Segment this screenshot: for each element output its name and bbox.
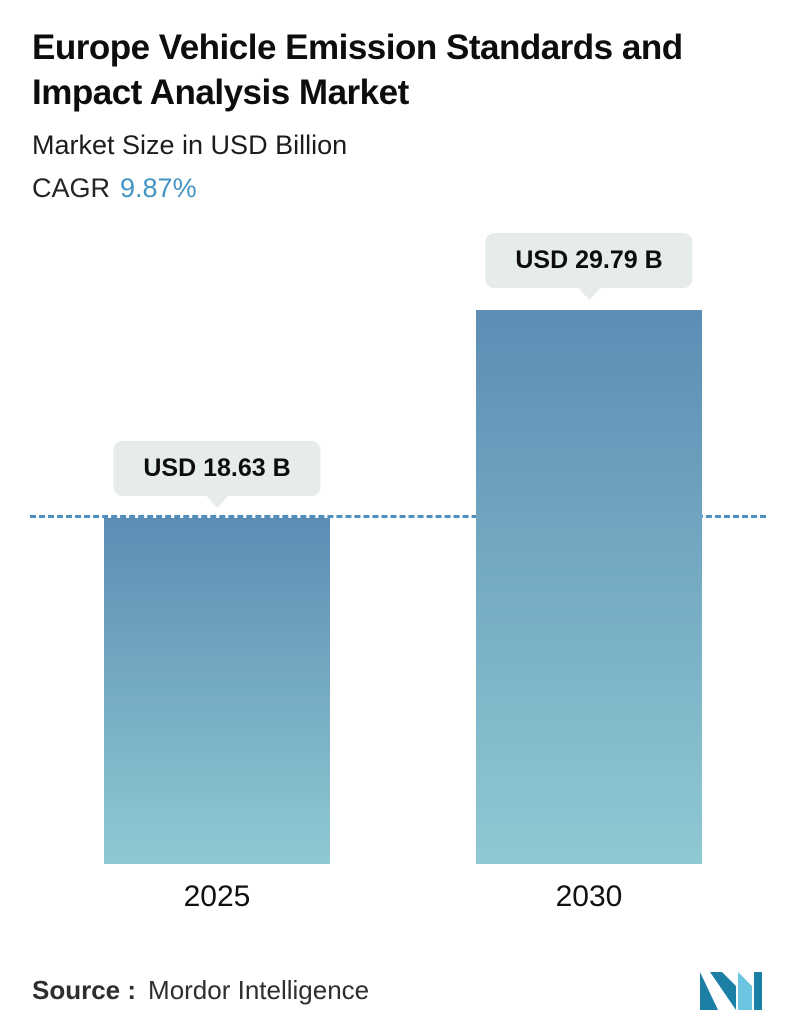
badge-pointer-icon bbox=[577, 287, 600, 300]
source-value: Mordor Intelligence bbox=[148, 974, 370, 1005]
badge-pointer-icon bbox=[205, 495, 228, 508]
value-badge-2025: USD 18.63 B bbox=[113, 440, 321, 508]
cagr-row: CAGR 9.87% bbox=[32, 173, 764, 204]
cagr-label: CAGR bbox=[32, 172, 111, 203]
chart-subtitle: Market Size in USD Billion bbox=[32, 129, 348, 160]
value-label-2025: USD 18.63 B bbox=[143, 453, 291, 482]
source-line: Source : Mordor Intelligence bbox=[32, 975, 369, 1006]
dashed-threshold-line bbox=[30, 514, 766, 518]
bar-column-2030: USD 29.79 B 2030 bbox=[476, 232, 702, 913]
footer: Source : Mordor Intelligence bbox=[32, 968, 764, 1012]
bar-chart: USD 18.63 B 2025 USD 29.79 B 2030 bbox=[30, 232, 766, 913]
bar-2025[interactable]: USD 18.63 B 2025 bbox=[104, 440, 330, 913]
x-axis-label-2030: 2030 bbox=[555, 879, 623, 913]
bar-2030[interactable]: USD 29.79 B 2030 bbox=[476, 232, 702, 913]
source-label: Source : bbox=[32, 974, 137, 1005]
value-badge-2030: USD 29.79 B bbox=[485, 232, 693, 300]
value-label-2030: USD 29.79 B bbox=[515, 245, 663, 274]
mordor-intelligence-logo-icon bbox=[700, 972, 762, 1010]
page-title: Europe Vehicle Emission Standards and Im… bbox=[32, 28, 683, 112]
cagr-value: 9.87% bbox=[120, 172, 197, 203]
bar-column-2025: USD 18.63 B 2025 bbox=[104, 440, 330, 913]
x-axis-label-2025: 2025 bbox=[183, 879, 251, 913]
